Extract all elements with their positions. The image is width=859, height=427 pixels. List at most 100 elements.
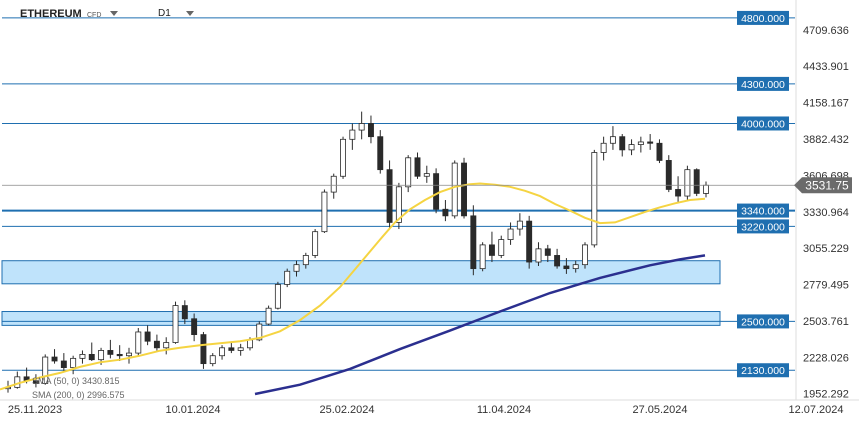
y-tick-label-10: 1952.292 [803, 389, 849, 401]
candle-body [386, 169, 393, 223]
candle-68 [637, 136, 644, 153]
level-label-3340: 3340.000 [741, 206, 785, 218]
x-tick-label-0: 25.11.2023 [8, 404, 62, 416]
candle-41 [386, 160, 393, 230]
y-tick-label-5: 3330.964 [803, 207, 849, 219]
candle-body [703, 184, 709, 194]
candle-body [191, 318, 198, 336]
candle-53 [498, 235, 505, 259]
symbol-dropdown-chevron-down-icon[interactable] [110, 11, 118, 16]
symbol-name[interactable]: ETHEREUM [20, 8, 82, 20]
candle-18 [172, 301, 179, 344]
candle-body [637, 141, 644, 145]
candle-38 [358, 111, 365, 140]
candle-52 [488, 231, 495, 263]
candle-body [60, 360, 67, 368]
candle-body [582, 244, 588, 266]
candle-body [116, 353, 123, 357]
candle-body [181, 305, 188, 320]
candle-body [498, 239, 505, 256]
candle-body [247, 339, 253, 349]
candle-31 [293, 260, 300, 277]
candle-body [675, 189, 682, 197]
candle-body [42, 356, 49, 384]
level-label-2130: 2130.000 [741, 365, 785, 377]
candle-48 [451, 160, 458, 219]
x-tick-label-1: 10.01.2024 [165, 404, 220, 416]
candle-body [433, 173, 440, 210]
candle-body [647, 141, 654, 144]
candle-body [609, 136, 616, 144]
support-zone-1 [1, 311, 721, 326]
y-tick-label-9: 2228.026 [803, 352, 849, 364]
candle-3 [32, 374, 39, 388]
candle-63 [591, 149, 598, 248]
support-zone-0 [1, 260, 721, 285]
candle-7 [70, 355, 77, 375]
candle-44 [414, 152, 421, 179]
candle-body [293, 264, 300, 272]
candle-74 [693, 168, 700, 197]
candle-49 [461, 157, 467, 219]
x-tick-label-5: 12.07.2024 [788, 404, 843, 416]
candle-51 [479, 242, 486, 272]
candle-body [98, 350, 105, 361]
candle-body [126, 352, 132, 357]
candle-43 [405, 155, 412, 193]
candle-body [349, 129, 356, 140]
candle-50 [470, 205, 477, 276]
candle-19 [181, 300, 188, 325]
candle-body [554, 255, 561, 267]
timeframe-dropdown-chevron-down-icon[interactable] [186, 11, 194, 16]
candle-70 [656, 139, 663, 164]
candle-59 [554, 248, 561, 269]
candle-57 [535, 242, 542, 266]
sma200-line [254, 254, 706, 396]
candle-body [516, 220, 523, 230]
candle-46 [433, 168, 440, 214]
candle-15 [144, 325, 151, 346]
timeframe-selector[interactable]: D1 [158, 8, 171, 19]
level-label-4800: 4800.000 [741, 13, 785, 25]
level-label-4000: 4000.000 [741, 118, 785, 130]
candle-body [628, 144, 635, 151]
candle-body [274, 284, 281, 309]
candle-45 [423, 165, 430, 183]
candle-body [684, 169, 691, 197]
candle-54 [507, 222, 514, 245]
candle-body [461, 162, 467, 217]
candle-body [619, 136, 626, 151]
candle-body [144, 331, 151, 342]
candle-body [228, 347, 235, 351]
candle-body [330, 175, 337, 193]
candle-body [544, 248, 551, 256]
candle-body [172, 305, 179, 343]
candle-35 [330, 173, 337, 199]
candle-55 [516, 213, 523, 236]
x-tick-label-4: 27.05.2024 [632, 404, 687, 416]
candle-1 [14, 371, 21, 389]
candle-body [153, 340, 160, 349]
candle-69 [647, 134, 654, 150]
level-label-3220: 3220.000 [741, 221, 785, 233]
candle-71 [665, 155, 672, 193]
candle-body [237, 347, 244, 351]
candle-25 [237, 343, 244, 356]
candle-37 [349, 123, 356, 150]
candle-62 [582, 242, 588, 269]
candle-75 [703, 181, 709, 198]
candle-4 [42, 354, 49, 385]
sma50-line [0, 182, 706, 391]
y-tick-label-0: 4709.636 [803, 25, 849, 37]
candle-64 [600, 136, 607, 161]
candle-24 [228, 342, 235, 354]
candle-61 [572, 260, 579, 273]
candle-body [591, 152, 598, 246]
candle-body [219, 347, 226, 357]
level-label-4300: 4300.000 [741, 79, 785, 91]
candle-16 [153, 334, 160, 351]
candle-66 [619, 134, 626, 157]
candle-body [451, 162, 458, 217]
candle-72 [675, 176, 682, 203]
